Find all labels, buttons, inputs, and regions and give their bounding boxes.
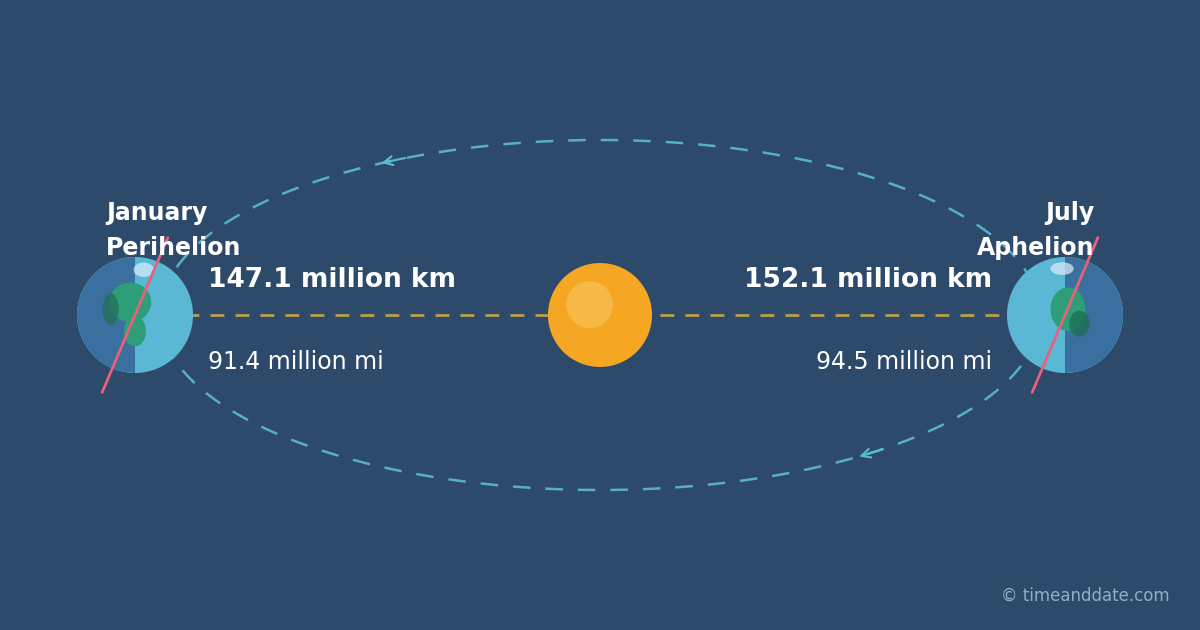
Text: January: January — [106, 201, 208, 225]
Text: Aphelion: Aphelion — [977, 236, 1094, 260]
Ellipse shape — [109, 282, 151, 322]
Circle shape — [548, 263, 652, 367]
Text: Perihelion: Perihelion — [106, 236, 241, 260]
Text: July: July — [1045, 201, 1094, 225]
Wedge shape — [77, 257, 134, 373]
Text: 152.1 million km: 152.1 million km — [744, 267, 992, 293]
Text: 91.4 million mi: 91.4 million mi — [208, 350, 384, 374]
Text: 94.5 million mi: 94.5 million mi — [816, 350, 992, 374]
Ellipse shape — [1050, 287, 1085, 331]
Ellipse shape — [1050, 262, 1074, 275]
Text: 147.1 million km: 147.1 million km — [208, 267, 456, 293]
Text: © timeanddate.com: © timeanddate.com — [1001, 587, 1170, 605]
Circle shape — [566, 281, 613, 328]
Ellipse shape — [133, 263, 154, 277]
Circle shape — [77, 257, 193, 373]
Circle shape — [1007, 257, 1123, 373]
Wedge shape — [1066, 257, 1123, 373]
Ellipse shape — [1069, 311, 1090, 337]
Ellipse shape — [124, 316, 146, 346]
Ellipse shape — [102, 293, 119, 325]
